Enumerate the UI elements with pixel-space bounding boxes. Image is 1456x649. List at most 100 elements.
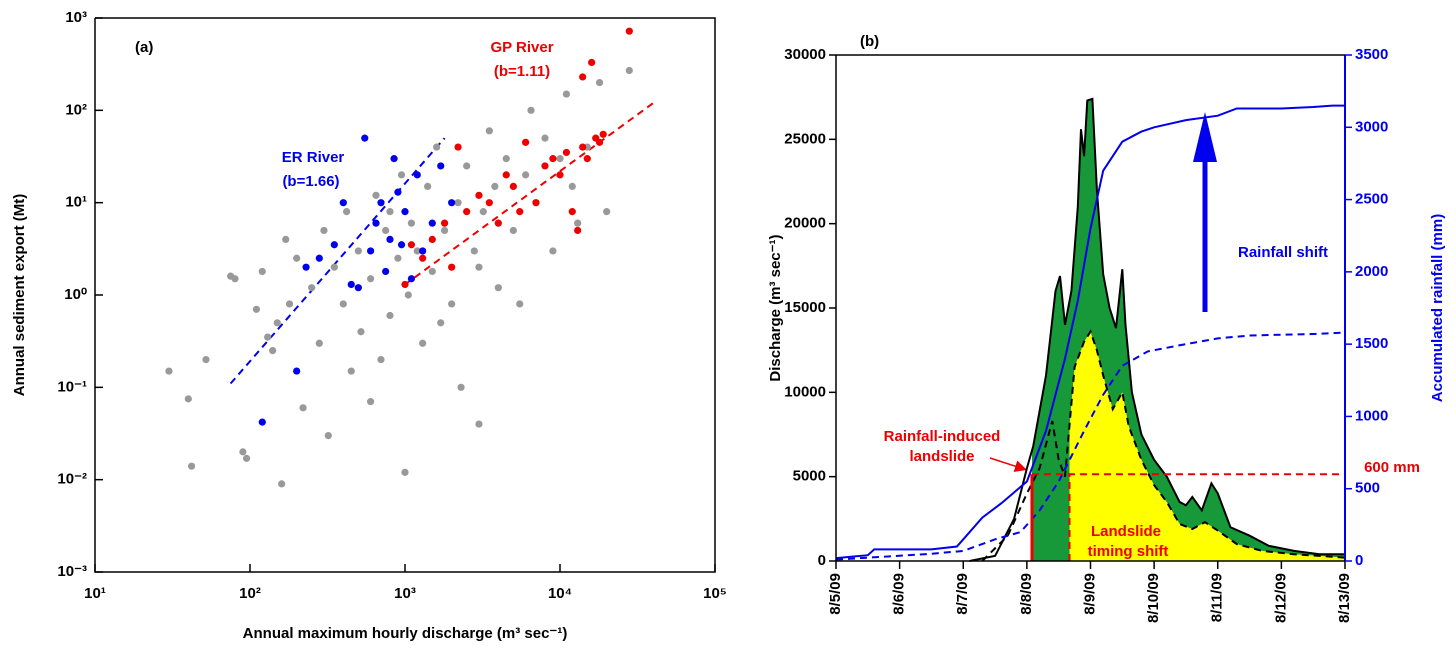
point bbox=[463, 208, 471, 216]
point bbox=[562, 148, 571, 157]
point bbox=[357, 328, 365, 336]
y2-tick-label: 3000 bbox=[1355, 118, 1388, 135]
y2-tick-label: 3500 bbox=[1355, 46, 1388, 63]
annotation: (a) bbox=[135, 39, 153, 56]
point bbox=[330, 263, 338, 271]
point bbox=[367, 275, 375, 283]
point bbox=[457, 383, 465, 391]
point bbox=[264, 333, 272, 341]
point bbox=[293, 254, 301, 262]
point bbox=[479, 208, 487, 216]
point bbox=[509, 182, 517, 191]
annotation: GP River bbox=[490, 39, 553, 56]
point bbox=[527, 106, 535, 114]
point bbox=[339, 199, 347, 207]
point bbox=[428, 267, 436, 276]
point bbox=[372, 219, 380, 227]
point bbox=[454, 199, 462, 207]
point bbox=[625, 66, 633, 75]
line bbox=[835, 331, 1346, 561]
y-tick-label: 10¹ bbox=[65, 194, 87, 211]
point bbox=[184, 395, 192, 403]
point bbox=[302, 263, 310, 271]
point bbox=[433, 143, 441, 151]
point bbox=[475, 420, 483, 428]
chart-scatter: 10¹ 10² 10³ 10⁴ 10⁵ 10⁻³ 10⁻² 10⁻¹ 10⁰ 10¹ 10² 10³ A… bbox=[11, 9, 727, 642]
point bbox=[401, 208, 409, 216]
point bbox=[579, 143, 587, 151]
point bbox=[367, 247, 375, 255]
point bbox=[242, 454, 251, 462]
point bbox=[556, 155, 564, 163]
point bbox=[502, 155, 510, 163]
point bbox=[419, 339, 427, 347]
point bbox=[454, 143, 462, 151]
point bbox=[549, 155, 557, 163]
y2-tick-label: 2500 bbox=[1355, 191, 1388, 208]
point bbox=[315, 254, 323, 262]
point bbox=[377, 199, 385, 207]
annotation: timing shift bbox=[1088, 543, 1169, 560]
y-tick-label: 5000 bbox=[793, 468, 826, 485]
plot-frame bbox=[835, 54, 1345, 562]
y-tick-label: 10² bbox=[65, 101, 87, 118]
point bbox=[475, 191, 483, 199]
point bbox=[494, 284, 502, 292]
point bbox=[413, 247, 421, 255]
point bbox=[165, 367, 173, 375]
annotation: (b=1.11) bbox=[494, 63, 550, 80]
point bbox=[448, 263, 456, 271]
point bbox=[437, 162, 445, 170]
chart-line: 600 mm 8/5/09 8/6/09 8/7/09 8/8/09 8/9/09 8/10… bbox=[767, 33, 1446, 623]
line bbox=[835, 104, 1345, 560]
fit-line bbox=[404, 102, 654, 286]
threshold-label: 600 mm bbox=[1364, 459, 1420, 476]
point bbox=[448, 300, 456, 308]
point bbox=[188, 462, 196, 470]
point bbox=[299, 404, 307, 412]
x-tick-label: 8/11/09 bbox=[1209, 573, 1226, 622]
point bbox=[595, 138, 604, 146]
point bbox=[502, 171, 510, 179]
point bbox=[231, 275, 239, 283]
y2-tick-label: 1500 bbox=[1355, 335, 1388, 352]
point bbox=[599, 130, 607, 138]
fit-line bbox=[229, 137, 446, 385]
point bbox=[401, 468, 409, 476]
point bbox=[382, 267, 390, 276]
point bbox=[407, 241, 416, 249]
point bbox=[595, 78, 604, 87]
point bbox=[428, 235, 436, 244]
point bbox=[354, 247, 362, 255]
line bbox=[969, 97, 1345, 562]
y-axis-title: Discharge (m³ sec⁻¹) bbox=[767, 234, 784, 381]
x-tick-label: 10¹ bbox=[84, 585, 106, 602]
point bbox=[485, 199, 493, 207]
x-tick-label: 10⁴ bbox=[548, 585, 572, 602]
y2-tick-label: 500 bbox=[1355, 480, 1380, 497]
y-tick-label: 25000 bbox=[784, 130, 826, 147]
point bbox=[522, 171, 530, 179]
y2-tick-label: 2000 bbox=[1355, 263, 1388, 280]
y-tick-label: 10⁻³ bbox=[57, 563, 87, 580]
area-fill bbox=[1069, 331, 1345, 561]
annotation: ER River bbox=[282, 149, 345, 166]
y2-tick-label: 0 bbox=[1355, 552, 1363, 569]
point bbox=[239, 448, 247, 456]
point bbox=[308, 284, 316, 292]
point bbox=[347, 280, 355, 289]
point bbox=[440, 226, 449, 235]
point bbox=[372, 191, 380, 199]
point bbox=[343, 208, 351, 216]
y-tick-label: 10⁻² bbox=[57, 471, 87, 488]
point bbox=[404, 291, 412, 299]
point bbox=[440, 219, 449, 227]
y-tick-label: 10³ bbox=[65, 9, 87, 26]
point bbox=[475, 263, 483, 271]
point bbox=[541, 162, 549, 170]
annotation: Rainfall shift bbox=[1238, 244, 1328, 261]
rainfall-shift-arrow bbox=[1193, 112, 1217, 312]
y-tick-label: 20000 bbox=[784, 215, 826, 232]
point bbox=[278, 480, 286, 488]
